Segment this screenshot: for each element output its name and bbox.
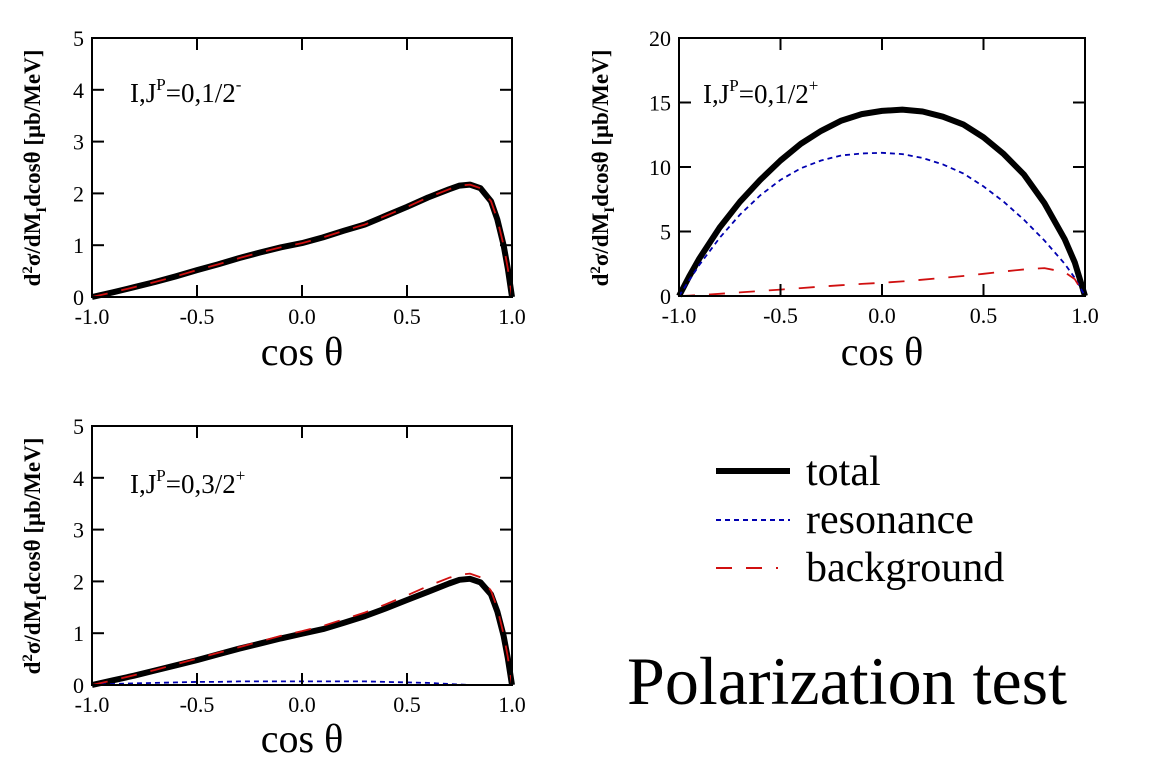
y-tick-label: 4: [73, 78, 84, 103]
y-tick-label: 2: [73, 181, 84, 206]
x-tick-label: 0.0: [288, 304, 316, 329]
plot-frame: [91, 37, 513, 298]
y-axis-label: d2σ/dMIdcosθ [μb/MeV]: [20, 438, 50, 675]
y-tick-label: 4: [73, 466, 84, 491]
legend-entry-resonance: resonance: [716, 497, 974, 543]
y-tick-label: 3: [73, 518, 84, 543]
y-tick-label: 1: [73, 621, 84, 646]
panel-annotation: I,JP=0,1/2-: [130, 75, 242, 108]
y-tick-label: 1: [73, 233, 84, 258]
legend-label-background: background: [806, 545, 1004, 591]
x-tick-label: 0.0: [288, 692, 316, 717]
y-tick-label: 3: [73, 130, 84, 155]
y-tick-label: 5: [660, 220, 671, 245]
y-axis-label: d2σ/dMIdcosθ [μb/MeV]: [20, 50, 50, 287]
x-tick-label: 0.0: [868, 303, 896, 328]
y-tick-label: 0: [73, 673, 84, 698]
y-tick-label: 15: [649, 91, 671, 116]
x-axis-label: cos θ: [261, 329, 343, 374]
figure-title: Polarization test: [627, 643, 1067, 719]
panel-bottom-left: -1.0 -0.5 0.0 0.5 1.0 0 1 2 3 4 5 cos θ d2σ/dMIdcosθ…: [20, 414, 526, 761]
panel-annotation: I,JP=0,1/2+: [703, 76, 818, 109]
y-tick-label: 0: [660, 284, 671, 309]
panel-top-left: -1.0 -0.5 0.0 0.5 1.0 0 1 2 3 4 5 cos θ d2σ/dMIdcosθ…: [20, 26, 526, 374]
y-tick-label: 0: [73, 285, 84, 310]
x-tick-label: 0.5: [970, 303, 998, 328]
x-tick-label: -1.0: [662, 303, 697, 328]
y-tick-label: 5: [73, 414, 84, 439]
x-tick-label: 0.5: [393, 304, 421, 329]
plot-frame: [91, 425, 513, 686]
x-tick-label: 1.0: [1071, 303, 1099, 328]
x-tick-label: 0.5: [393, 692, 421, 717]
legend-label-total: total: [806, 449, 881, 495]
panel-annotation: I,JP=0,3/2+: [130, 466, 245, 499]
x-tick-label: 1.0: [498, 304, 526, 329]
y-tick-label: 2: [73, 569, 84, 594]
series-total-line: [91, 181, 515, 300]
y-tick-label: 20: [649, 26, 671, 51]
legend-label-resonance: resonance: [806, 497, 974, 543]
legend-entry-background: background: [716, 545, 1004, 591]
x-tick-label: -0.5: [180, 692, 215, 717]
series-background-line: [91, 183, 513, 298]
x-tick-label: 1.0: [498, 692, 526, 717]
x-tick-label: -0.5: [180, 304, 215, 329]
x-tick-label: -0.5: [763, 303, 798, 328]
y-tick-label: 5: [73, 26, 84, 51]
series-total-line: [676, 106, 1088, 298]
x-tick-label: -1.0: [75, 304, 110, 329]
y-axis-label: d2σ/dMIdcosθ [μb/MeV]: [588, 50, 618, 287]
series-resonance-line: [678, 151, 1086, 297]
legend: total resonance background: [716, 449, 1004, 591]
series-total-line: [91, 575, 515, 688]
panel-top-right: -1.0 -0.5 0.0 0.5 1.0 0 5 10 15 20 cos θ d2σ/dMIdco…: [588, 26, 1099, 374]
legend-entry-total: total: [716, 449, 881, 495]
y-tick-label: 10: [649, 155, 671, 180]
x-tick-label: -1.0: [75, 692, 110, 717]
x-axis-label: cos θ: [841, 329, 923, 374]
series-background-line: [91, 572, 513, 686]
plot-frame: [678, 37, 1086, 297]
x-axis-label: cos θ: [261, 716, 343, 761]
